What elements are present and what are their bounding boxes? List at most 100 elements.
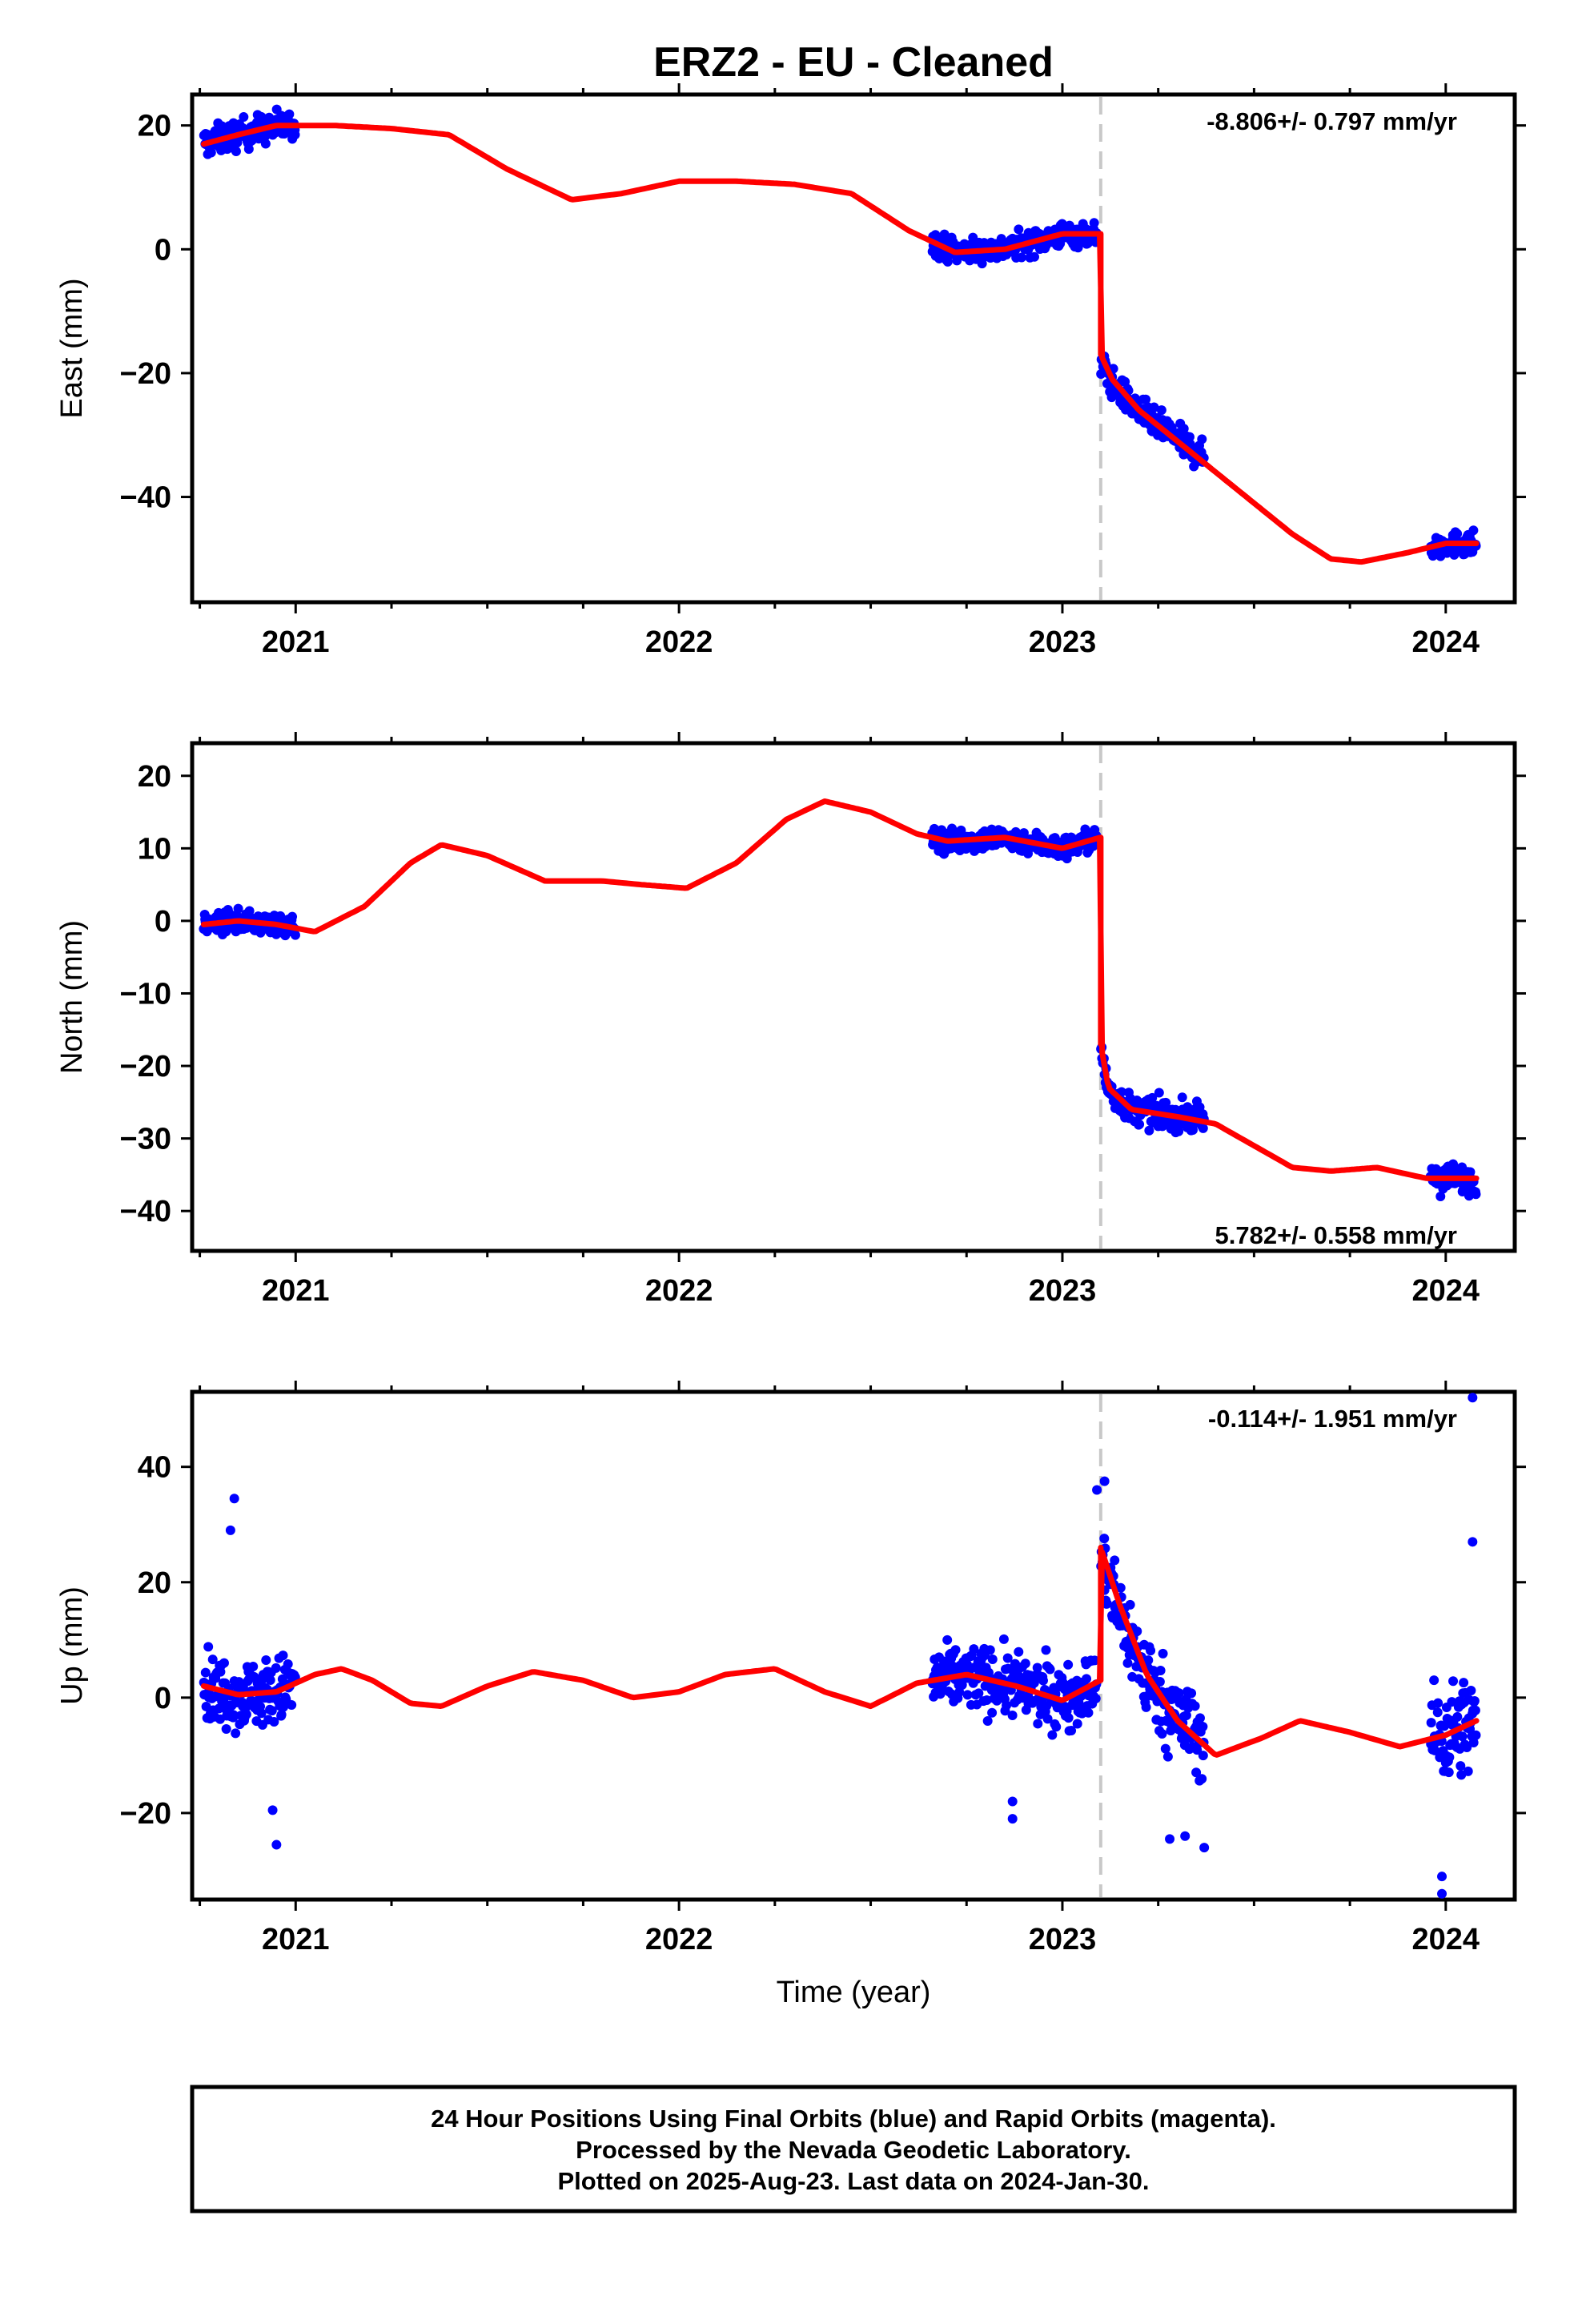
data-point (1047, 1730, 1058, 1740)
data-point (1439, 1721, 1450, 1731)
data-point-outlier (1199, 1843, 1210, 1853)
data-point (203, 1642, 214, 1652)
y-tick-label: 20 (138, 1566, 171, 1600)
data-point (1020, 1659, 1030, 1669)
model-fit-line (200, 123, 1480, 565)
data-point (1448, 1676, 1459, 1687)
footer-line-3: Plotted on 2025-Aug-23. Last data on 202… (557, 2167, 1149, 2195)
rate-label: -8.806+/- 0.797 mm/yr (1207, 107, 1457, 135)
data-point (231, 146, 241, 156)
data-point (1191, 1767, 1202, 1778)
data-point-outlier (1180, 1831, 1191, 1841)
data-point (267, 1706, 277, 1716)
data-point (1156, 405, 1166, 416)
data-point (1184, 432, 1195, 442)
data-point-outlier (1092, 1485, 1102, 1495)
data-point (290, 930, 300, 940)
data-point (974, 1688, 984, 1699)
data-point (241, 1703, 251, 1713)
data-point (1063, 1659, 1074, 1670)
data-point (1089, 218, 1099, 228)
up-panel: 2021 2022 2023 2024 40 20 0 −20 Up (mm) -0.114+/-… (55, 1381, 1526, 1956)
data-point (1042, 1714, 1053, 1724)
data-point (1002, 1700, 1012, 1711)
data-point (1110, 1555, 1120, 1566)
data-point (244, 906, 255, 916)
data-point (1083, 1707, 1094, 1718)
data-point (1447, 1697, 1457, 1707)
data-point-outlier (229, 1494, 239, 1504)
data-point (1132, 1626, 1142, 1636)
data-point (1195, 1713, 1205, 1723)
chart-title: ERZ2 - EU - Cleaned (653, 39, 1054, 86)
data-point (1033, 1719, 1043, 1729)
data-point (939, 229, 950, 239)
data-point (219, 1658, 229, 1668)
data-point-outlier (1165, 1834, 1175, 1844)
x-tick-label: 2021 (262, 1923, 330, 1956)
data-point (1456, 1761, 1466, 1771)
data-point-outlier (1007, 1796, 1018, 1807)
data-point (200, 1667, 211, 1678)
data-point-outlier (267, 1805, 278, 1815)
data-point (1452, 529, 1463, 539)
x-tick-label: 2022 (645, 625, 713, 659)
data-point (1007, 1710, 1018, 1720)
data-point (1090, 1655, 1100, 1666)
data-point (284, 109, 295, 119)
y-tick-label: 0 (155, 233, 171, 267)
data-point (1154, 1088, 1164, 1098)
y-axis-label: Up (mm) (55, 1586, 89, 1705)
y-axis-label: East (mm) (55, 278, 89, 418)
data-point (1090, 1694, 1101, 1704)
data-point (276, 1710, 287, 1720)
data-point (1045, 1664, 1055, 1675)
plot-frame (190, 92, 1517, 605)
y-axis-label: North (mm) (55, 920, 89, 1074)
x-tick-label: 2024 (1412, 1923, 1480, 1956)
data-point (1158, 1648, 1168, 1659)
data-point (1468, 525, 1479, 536)
y-tick-label: 40 (138, 1451, 171, 1485)
y-tick-label: 20 (138, 760, 171, 794)
y-tick-label: −20 (120, 357, 171, 391)
data-point (287, 1700, 297, 1711)
rate-label: -0.114+/- 1.951 mm/yr (1208, 1405, 1457, 1433)
data-point (1134, 1119, 1145, 1129)
y-tick-label: 10 (138, 832, 171, 866)
data-point (239, 112, 249, 123)
x-tick-label: 2021 (262, 1274, 330, 1308)
data-point (1198, 1722, 1208, 1732)
data-point (1174, 1126, 1184, 1136)
y-tick-label: 0 (155, 905, 171, 939)
data-point (1463, 1766, 1473, 1776)
data-point (1144, 1125, 1154, 1136)
data-point (228, 1710, 239, 1720)
data-point (1018, 828, 1029, 838)
rate-label: 5.782+/- 0.558 mm/yr (1215, 1221, 1457, 1249)
data-point (1149, 402, 1159, 412)
data-point (1082, 1674, 1092, 1684)
data-point (1190, 1701, 1200, 1711)
footer-line-1: 24 Hour Positions Using Final Orbits (bl… (431, 2105, 1276, 2133)
data-point (987, 1655, 998, 1665)
data-point (1198, 1123, 1208, 1133)
data-point (987, 1707, 998, 1718)
data-point (207, 1655, 218, 1665)
y-tick-label: 0 (155, 1682, 171, 1715)
data-point-outlier (271, 1839, 282, 1850)
data-point (1443, 1767, 1454, 1778)
data-point (1433, 1698, 1443, 1708)
data-point (1154, 1677, 1165, 1687)
x-tick-label: 2022 (645, 1274, 713, 1308)
y-tick-label: −40 (120, 1195, 171, 1228)
y-tick-label: −10 (120, 977, 171, 1011)
data-point (1125, 1599, 1135, 1610)
data-point (1426, 1718, 1436, 1728)
data-point (1072, 1719, 1082, 1729)
data-point (1066, 1726, 1077, 1736)
data-point (233, 903, 243, 914)
data-point (269, 1716, 279, 1727)
data-point (1462, 1742, 1472, 1752)
x-tick-label: 2023 (1029, 625, 1097, 659)
